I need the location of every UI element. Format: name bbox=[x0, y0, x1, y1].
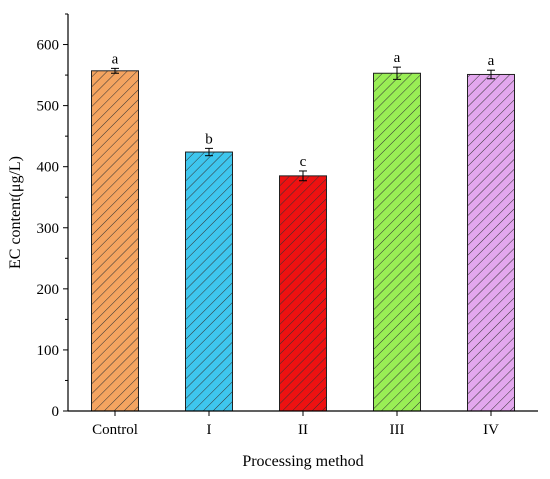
bar-iii bbox=[373, 72, 421, 412]
y-tick-label: 400 bbox=[37, 160, 60, 176]
significance-label-i: b bbox=[205, 131, 213, 147]
y-tick-label: 200 bbox=[37, 282, 60, 298]
x-tick-label: I bbox=[207, 422, 212, 438]
y-tick-label: 100 bbox=[37, 343, 60, 359]
x-axis-label: Processing method bbox=[242, 453, 363, 470]
error-bar-ii bbox=[299, 170, 307, 182]
error-bar-control bbox=[111, 67, 119, 74]
bar-control bbox=[91, 70, 139, 412]
y-tick-label: 600 bbox=[37, 38, 60, 54]
error-bar-iii bbox=[393, 66, 401, 80]
significance-labels-layer: a b c a a bbox=[112, 50, 495, 170]
y-axis-label: EC content(μg/L) bbox=[7, 156, 24, 269]
error-bar-i bbox=[205, 147, 213, 157]
x-tick-label: III bbox=[390, 422, 405, 438]
significance-label-iii: a bbox=[394, 50, 401, 66]
error-bars-layer bbox=[111, 66, 495, 182]
x-tick-label: IV bbox=[483, 422, 499, 438]
x-tick-label: Control bbox=[92, 422, 138, 438]
significance-label-control: a bbox=[112, 51, 119, 67]
bar-ii bbox=[279, 175, 327, 412]
significance-label-iv: a bbox=[488, 53, 495, 69]
y-tick-label: 500 bbox=[37, 99, 60, 115]
bars-layer bbox=[91, 70, 515, 412]
bar-i bbox=[185, 151, 233, 412]
significance-label-ii: c bbox=[300, 154, 307, 170]
error-bar-iv bbox=[487, 69, 495, 80]
bar-iv bbox=[467, 73, 515, 412]
y-tick-label: 0 bbox=[52, 404, 60, 420]
x-tick-label: II bbox=[298, 422, 308, 438]
y-tick-label: 300 bbox=[37, 221, 60, 237]
